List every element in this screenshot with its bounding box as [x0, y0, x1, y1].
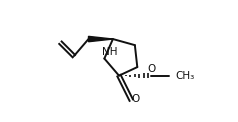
- Text: NH: NH: [102, 47, 118, 57]
- Text: O: O: [131, 94, 140, 104]
- Text: CH₃: CH₃: [175, 71, 194, 81]
- Polygon shape: [89, 36, 113, 42]
- Text: O: O: [147, 64, 155, 74]
